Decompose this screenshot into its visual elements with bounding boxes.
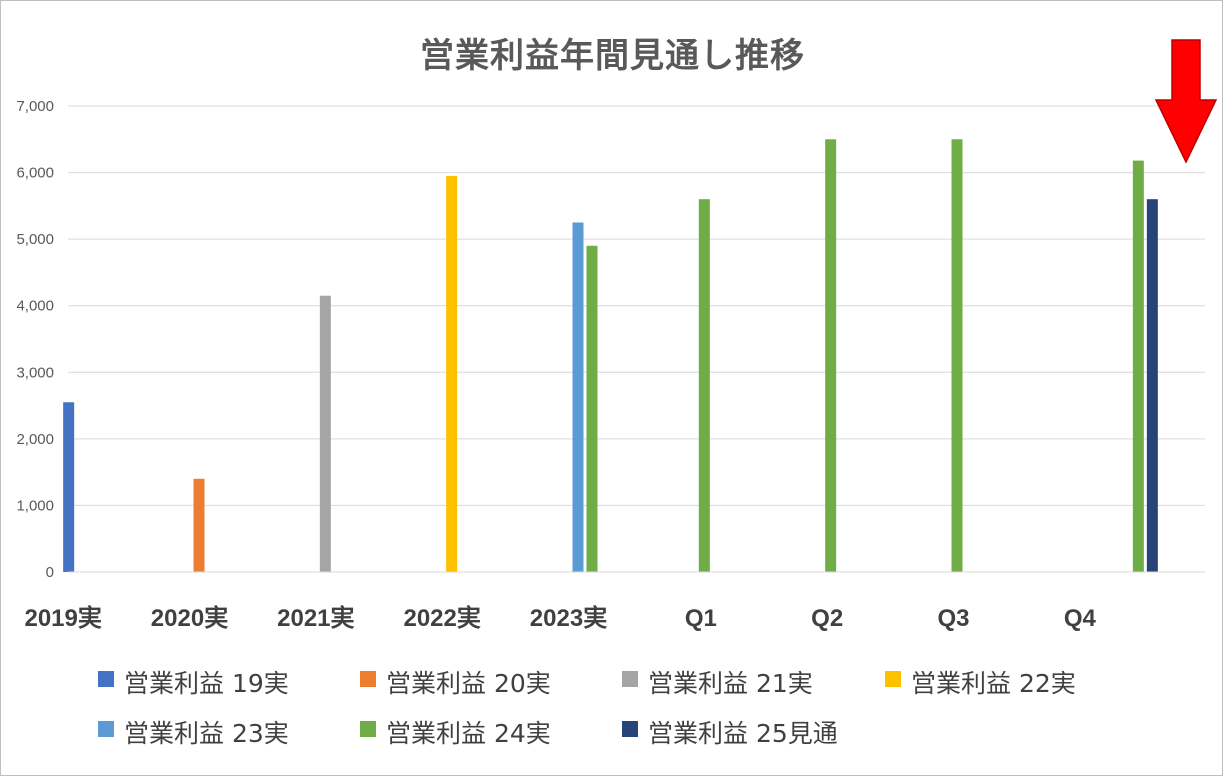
x-tick-label: 2019実 bbox=[24, 604, 101, 632]
legend-label: 営業利益 24実 bbox=[386, 719, 551, 748]
x-tick-label: 2022実 bbox=[403, 604, 480, 632]
legend-swatch bbox=[360, 671, 376, 687]
x-tick-label: 2023実 bbox=[530, 604, 607, 632]
bar-Q4-6 bbox=[1146, 199, 1158, 572]
legend-swatch bbox=[360, 721, 376, 737]
y-tick-label: 1,000 bbox=[16, 497, 54, 514]
bar-Q1-5 bbox=[698, 199, 710, 572]
legend-label: 営業利益 19実 bbox=[124, 669, 289, 698]
legend-swatch bbox=[622, 721, 638, 737]
x-tick-label: 2020実 bbox=[151, 604, 228, 632]
chart-title: 営業利益年間見通し推移 bbox=[420, 36, 805, 76]
y-tick-label: 4,000 bbox=[16, 298, 54, 315]
legend-swatch bbox=[98, 671, 114, 687]
bar-2022実-3 bbox=[446, 175, 458, 572]
legend-label: 営業利益 22実 bbox=[911, 669, 1076, 698]
y-tick-label: 5,000 bbox=[16, 231, 54, 248]
x-tick-label: Q3 bbox=[937, 605, 969, 632]
bar-2023実-5 bbox=[586, 245, 598, 573]
legend-swatch bbox=[98, 721, 114, 737]
y-tick-label: 0 bbox=[46, 564, 54, 581]
legend-label: 営業利益 20実 bbox=[386, 669, 551, 698]
y-tick-label: 7,000 bbox=[16, 98, 54, 115]
bar-Q3-5 bbox=[951, 139, 963, 573]
legend-label: 営業利益 25見通 bbox=[648, 719, 838, 748]
legend-label: 営業利益 21実 bbox=[648, 669, 813, 698]
x-tick-label: 2021実 bbox=[277, 604, 354, 632]
y-tick-label: 3,000 bbox=[16, 364, 54, 381]
bar-Q2-5 bbox=[825, 139, 837, 573]
arrow-annotation bbox=[1154, 39, 1218, 164]
bar-2020実-1 bbox=[193, 478, 205, 572]
bar-2019実-0 bbox=[63, 402, 75, 572]
bar-2021実-2 bbox=[319, 295, 331, 572]
x-tick-label: Q1 bbox=[685, 605, 717, 632]
bar-2023実-4 bbox=[572, 222, 584, 572]
bar-Q4-5 bbox=[1132, 160, 1144, 573]
y-tick-label: 2,000 bbox=[16, 431, 54, 448]
x-tick-label: Q2 bbox=[811, 605, 843, 632]
legend-swatch bbox=[885, 671, 901, 687]
legend-label: 営業利益 23実 bbox=[124, 719, 289, 748]
legend-swatch bbox=[622, 671, 638, 687]
y-tick-label: 6,000 bbox=[16, 165, 54, 182]
x-tick-label: Q4 bbox=[1064, 605, 1097, 632]
